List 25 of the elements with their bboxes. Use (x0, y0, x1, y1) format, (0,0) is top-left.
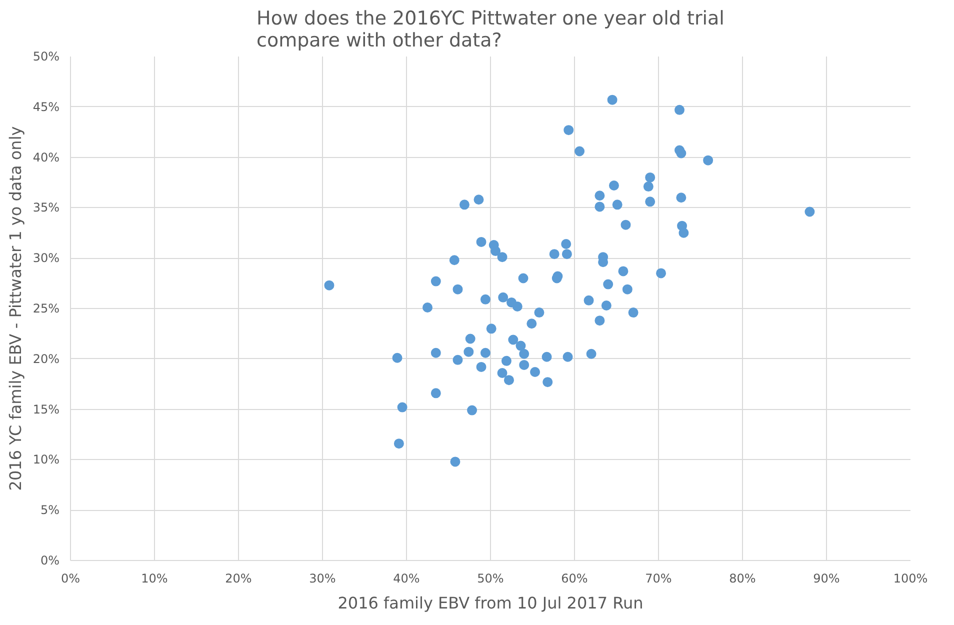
x-tick-label: 70% (645, 572, 672, 586)
y-tick-label: 25% (32, 302, 60, 316)
chart-title: How does the 2016YC Pittwater one year old trial compare with other data? (256, 8, 724, 52)
x-tick-label: 40% (393, 572, 420, 586)
y-tick-label: 40% (32, 150, 60, 164)
y-tick-label: 35% (32, 200, 60, 215)
x-axis-title: 2016 family EBV from 10 Jul 2017 Run (338, 594, 644, 612)
x-tick-label: 10% (141, 572, 168, 586)
x-tick-label: 60% (561, 572, 588, 586)
y-axis-title: 2016 YC family EBV - Pittwater 1 yo data only (6, 126, 25, 491)
y-tick-label: 10% (32, 452, 60, 467)
x-tick-label: 90% (813, 572, 840, 586)
y-tick-label: 5% (40, 503, 60, 518)
y-tick-label: 20% (32, 352, 60, 366)
y-tick-label: 45% (32, 100, 60, 114)
y-tick-label: 50% (32, 50, 60, 64)
y-tick-label: 0% (40, 554, 60, 568)
x-tick-label: 20% (225, 572, 252, 586)
x-tick-label: 80% (729, 572, 756, 586)
y-tick-label: 30% (32, 251, 60, 266)
y-tick-label: 15% (32, 402, 60, 416)
x-tick-label: 0% (60, 572, 80, 586)
x-tick-label: 50% (477, 572, 504, 586)
x-tick-label: 100% (893, 572, 928, 586)
x-tick-label: 30% (309, 572, 336, 586)
